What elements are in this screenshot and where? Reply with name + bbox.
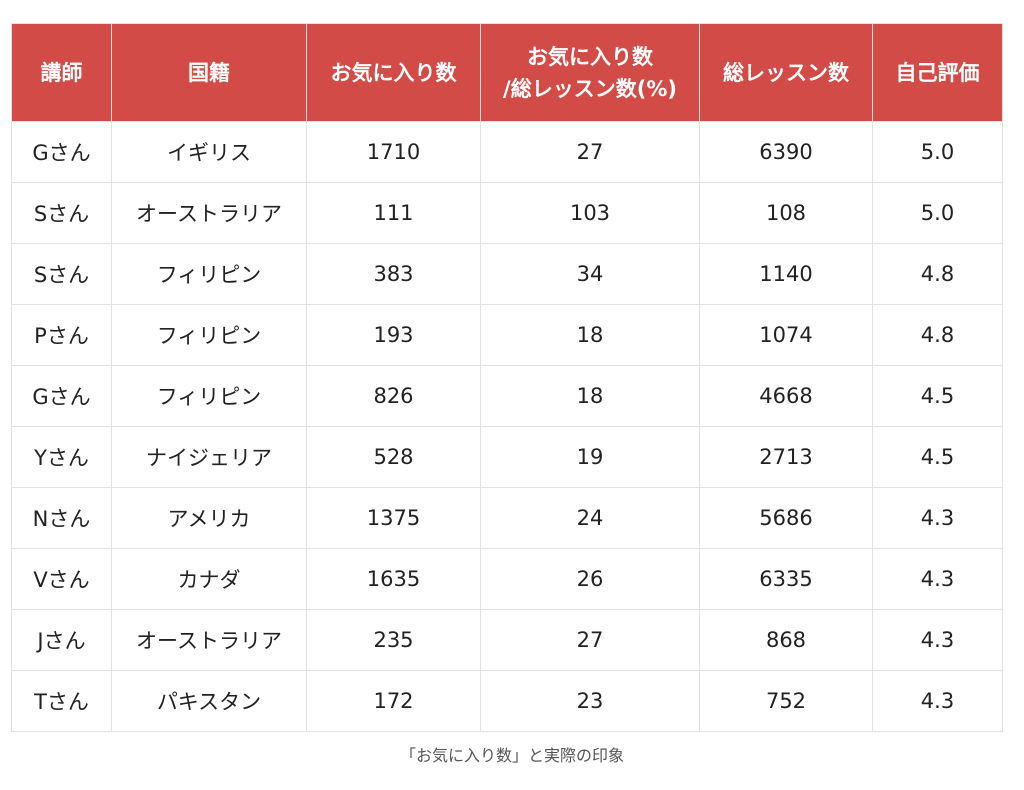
favorites-cell: 172 (306, 670, 481, 732)
favorite-ratio-cell: 19 (480, 426, 700, 488)
header-favorite-ratio: お気に入り数/総レッスン数(%) (480, 23, 700, 122)
favorites-cell: 235 (306, 609, 481, 671)
favorite-ratio-cell: 103 (480, 182, 700, 244)
nationality-cell: アメリカ (111, 487, 307, 549)
table-row: Yさん ナイジェリア 528 19 2713 4.5 (11, 426, 1003, 488)
total-lessons-cell: 752 (699, 670, 873, 732)
self-rating-cell: 4.5 (872, 365, 1003, 427)
header-nationality: 国籍 (111, 23, 307, 122)
favorite-ratio-cell: 27 (480, 121, 700, 183)
self-rating-cell: 4.3 (872, 670, 1003, 732)
table-row: Sさん フィリピン 383 34 1140 4.8 (11, 243, 1003, 305)
teacher-cell: Sさん (11, 243, 112, 305)
table-row: Jさん オーストラリア 235 27 868 4.3 (11, 609, 1003, 671)
table-row: Tさん パキスタン 172 23 752 4.3 (11, 670, 1003, 732)
favorite-ratio-cell: 18 (480, 365, 700, 427)
favorites-cell: 826 (306, 365, 481, 427)
self-rating-cell: 4.3 (872, 548, 1003, 610)
nationality-cell: フィリピン (111, 365, 307, 427)
favorites-cell: 193 (306, 304, 481, 366)
teacher-cell: Nさん (11, 487, 112, 549)
table-row: Nさん アメリカ 1375 24 5686 4.3 (11, 487, 1003, 549)
teacher-cell: Gさん (11, 365, 112, 427)
favorites-cell: 1635 (306, 548, 481, 610)
favorites-cell: 383 (306, 243, 481, 305)
teacher-cell: Jさん (11, 609, 112, 671)
table-row: Gさん イギリス 1710 27 6390 5.0 (11, 121, 1003, 183)
favorites-cell: 1710 (306, 121, 481, 183)
self-rating-cell: 4.8 (872, 243, 1003, 305)
self-rating-cell: 4.3 (872, 487, 1003, 549)
header-teacher: 講師 (11, 23, 112, 122)
header-total-lessons: 総レッスン数 (699, 23, 873, 122)
teacher-cell: Gさん (11, 121, 112, 183)
favorite-ratio-cell: 24 (480, 487, 700, 549)
self-rating-cell: 4.5 (872, 426, 1003, 488)
nationality-cell: オーストラリア (111, 609, 307, 671)
favorite-ratio-cell: 23 (480, 670, 700, 732)
table-row: Sさん オーストラリア 111 103 108 5.0 (11, 182, 1003, 244)
nationality-cell: カナダ (111, 548, 307, 610)
favorites-cell: 1375 (306, 487, 481, 549)
table-row: Vさん カナダ 1635 26 6335 4.3 (11, 548, 1003, 610)
table-row: Gさん フィリピン 826 18 4668 4.5 (11, 365, 1003, 427)
teacher-cell: Yさん (11, 426, 112, 488)
self-rating-cell: 5.0 (872, 121, 1003, 183)
teacher-cell: Sさん (11, 182, 112, 244)
favorite-ratio-cell: 27 (480, 609, 700, 671)
table-header-row: 講師 国籍 お気に入り数 お気に入り数/総レッスン数(%) 総レッスン数 自己評… (11, 23, 1003, 122)
teacher-cell: Vさん (11, 548, 112, 610)
total-lessons-cell: 1140 (699, 243, 873, 305)
total-lessons-cell: 1074 (699, 304, 873, 366)
table-body: Gさん イギリス 1710 27 6390 5.0 Sさん オーストラリア 111 103 108 5… (11, 121, 1003, 732)
total-lessons-cell: 868 (699, 609, 873, 671)
teacher-table: 講師 国籍 お気に入り数 お気に入り数/総レッスン数(%) 総レッスン数 自己評… (11, 23, 1003, 732)
table-row: Pさん フィリピン 193 18 1074 4.8 (11, 304, 1003, 366)
nationality-cell: フィリピン (111, 304, 307, 366)
nationality-cell: ナイジェリア (111, 426, 307, 488)
favorite-ratio-cell: 26 (480, 548, 700, 610)
nationality-cell: イギリス (111, 121, 307, 183)
total-lessons-cell: 5686 (699, 487, 873, 549)
favorites-cell: 528 (306, 426, 481, 488)
teacher-cell: Pさん (11, 304, 112, 366)
nationality-cell: パキスタン (111, 670, 307, 732)
total-lessons-cell: 2713 (699, 426, 873, 488)
self-rating-cell: 5.0 (872, 182, 1003, 244)
header-self-rating: 自己評価 (872, 23, 1003, 122)
self-rating-cell: 4.3 (872, 609, 1003, 671)
favorite-ratio-cell: 18 (480, 304, 700, 366)
favorites-cell: 111 (306, 182, 481, 244)
table-caption: 「お気に入り数」と実際の印象 (399, 746, 624, 765)
total-lessons-cell: 108 (699, 182, 873, 244)
nationality-cell: オーストラリア (111, 182, 307, 244)
favorite-ratio-cell: 34 (480, 243, 700, 305)
self-rating-cell: 4.8 (872, 304, 1003, 366)
total-lessons-cell: 6390 (699, 121, 873, 183)
header-favorites: お気に入り数 (306, 23, 481, 122)
total-lessons-cell: 4668 (699, 365, 873, 427)
teacher-cell: Tさん (11, 670, 112, 732)
teacher-table-container: 講師 国籍 お気に入り数 お気に入り数/総レッスン数(%) 総レッスン数 自己評… (11, 23, 1003, 732)
nationality-cell: フィリピン (111, 243, 307, 305)
total-lessons-cell: 6335 (699, 548, 873, 610)
